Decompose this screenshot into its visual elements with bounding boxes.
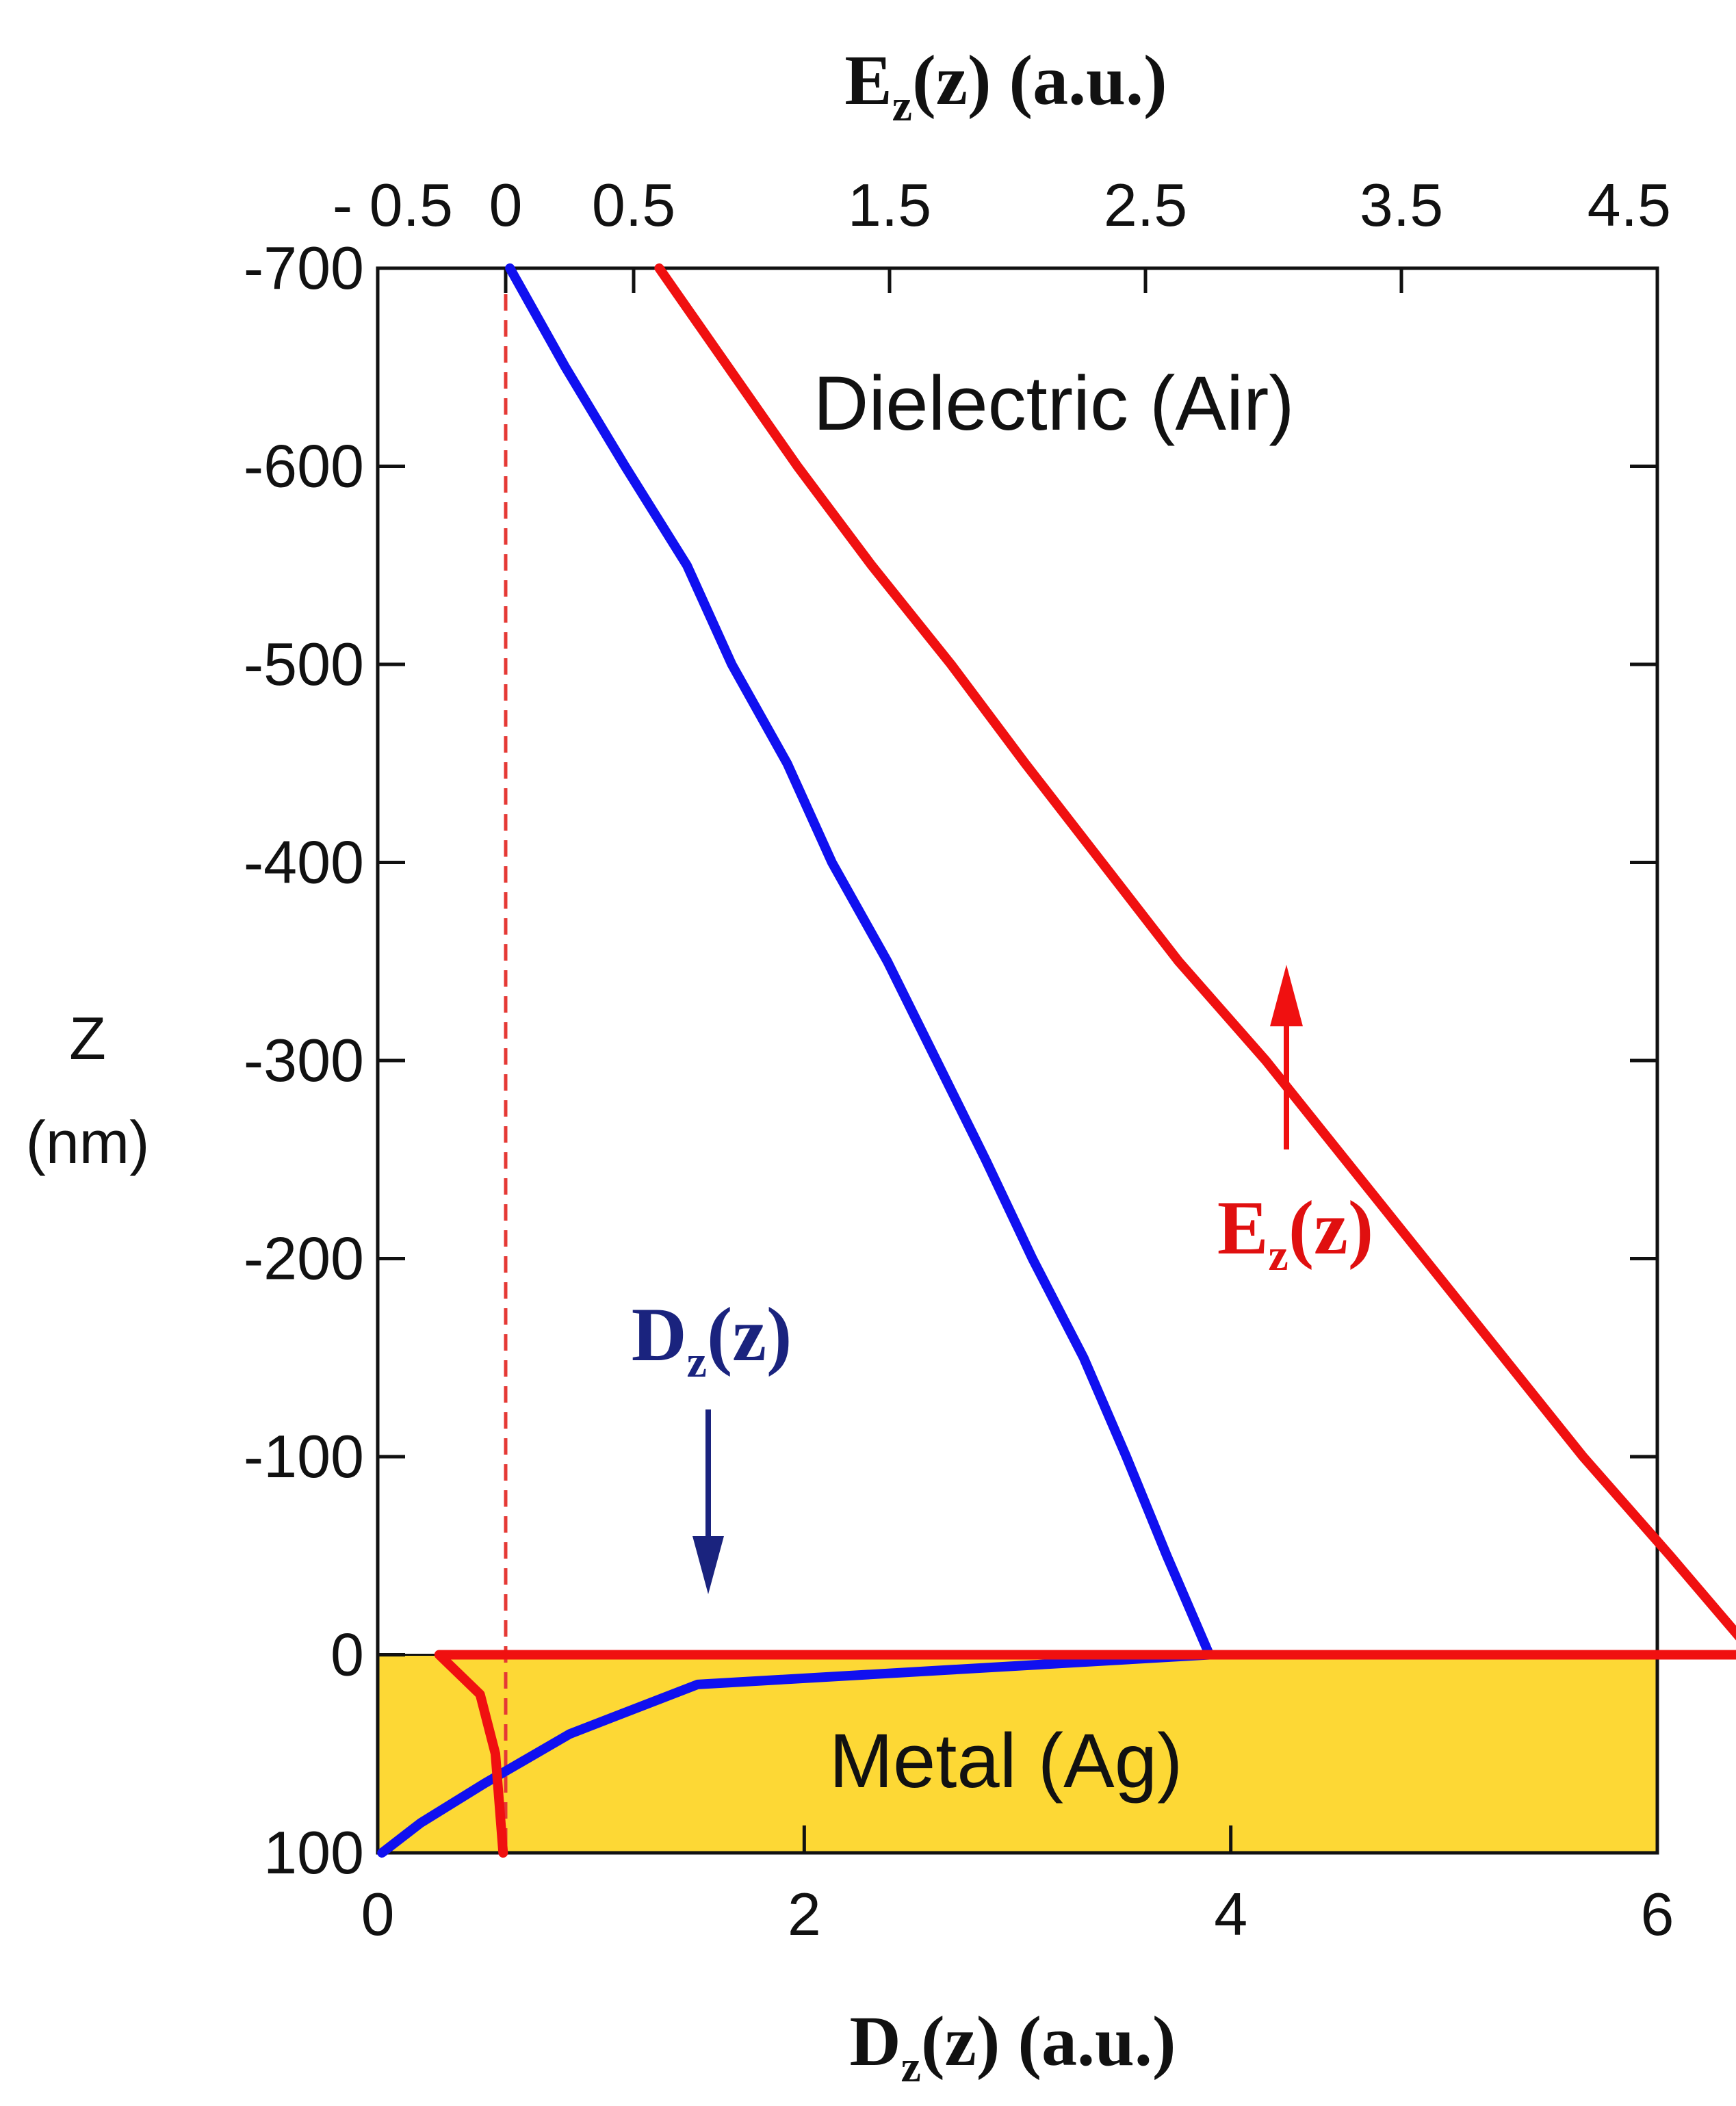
metal-label: Metal (Ag) xyxy=(829,1718,1183,1804)
e-series-label: Ez(z) xyxy=(1217,1186,1373,1280)
bottom-tick-label-0: 0 xyxy=(361,1880,395,1948)
y-tick-label-4: -300 xyxy=(244,1026,364,1094)
y-axis-ticks: -700 -600 -500 -400 -300 -200 -100 0 100 xyxy=(244,234,1657,1886)
bottom-axis-title: Dz(z) (a.u.) xyxy=(850,2002,1176,2092)
series-line-d xyxy=(377,263,1215,1858)
y-tick-label-3: -400 xyxy=(244,829,364,896)
y-tick-label-8: 100 xyxy=(263,1819,364,1886)
y-tick-label-6: -100 xyxy=(244,1422,364,1490)
y-tick-label-0: -700 xyxy=(244,234,364,302)
bottom-tick-label-3: 6 xyxy=(1641,1880,1674,1948)
e-series-up-arrow xyxy=(1270,965,1303,1149)
y-tick-label-2: -500 xyxy=(244,630,364,698)
top-axis-ticks: - 0.5 0 0.5 1.5 2.5 3.5 4.5 xyxy=(333,171,1671,293)
y-tick-label-1: -600 xyxy=(244,432,364,500)
metal-region xyxy=(378,1654,1657,1853)
y-tick-label-7: 0 xyxy=(331,1621,364,1689)
y-tick-label-5: -200 xyxy=(244,1225,364,1292)
plot-frame xyxy=(376,266,1659,1855)
series-group xyxy=(377,263,1736,1858)
top-tick-label-6: 4.5 xyxy=(1588,171,1671,239)
bottom-tick-label-2: 4 xyxy=(1214,1880,1247,1948)
bottom-tick-label-1: 2 xyxy=(788,1880,821,1948)
top-tick-label-0: - 0.5 xyxy=(333,171,453,239)
d-series-label: Dz(z) xyxy=(632,1292,792,1387)
top-axis-title: Ez(z) (a.u.) xyxy=(844,41,1167,131)
top-tick-label-4: 2.5 xyxy=(1104,171,1187,239)
top-tick-label-3: 1.5 xyxy=(848,171,931,239)
bottom-axis-ticks: 0 2 4 6 xyxy=(361,1825,1674,1948)
top-tick-label-2: 0.5 xyxy=(592,171,675,239)
top-tick-label-5: 3.5 xyxy=(1360,171,1443,239)
top-tick-label-1: 0 xyxy=(489,171,523,239)
y-axis-title-line2: (nm) xyxy=(26,1108,150,1176)
y-axis-title-line1: Z xyxy=(69,1004,106,1072)
dielectric-label: Dielectric (Air) xyxy=(813,361,1294,446)
d-series-down-arrow xyxy=(692,1409,724,1594)
series-line-e xyxy=(434,263,1736,1858)
